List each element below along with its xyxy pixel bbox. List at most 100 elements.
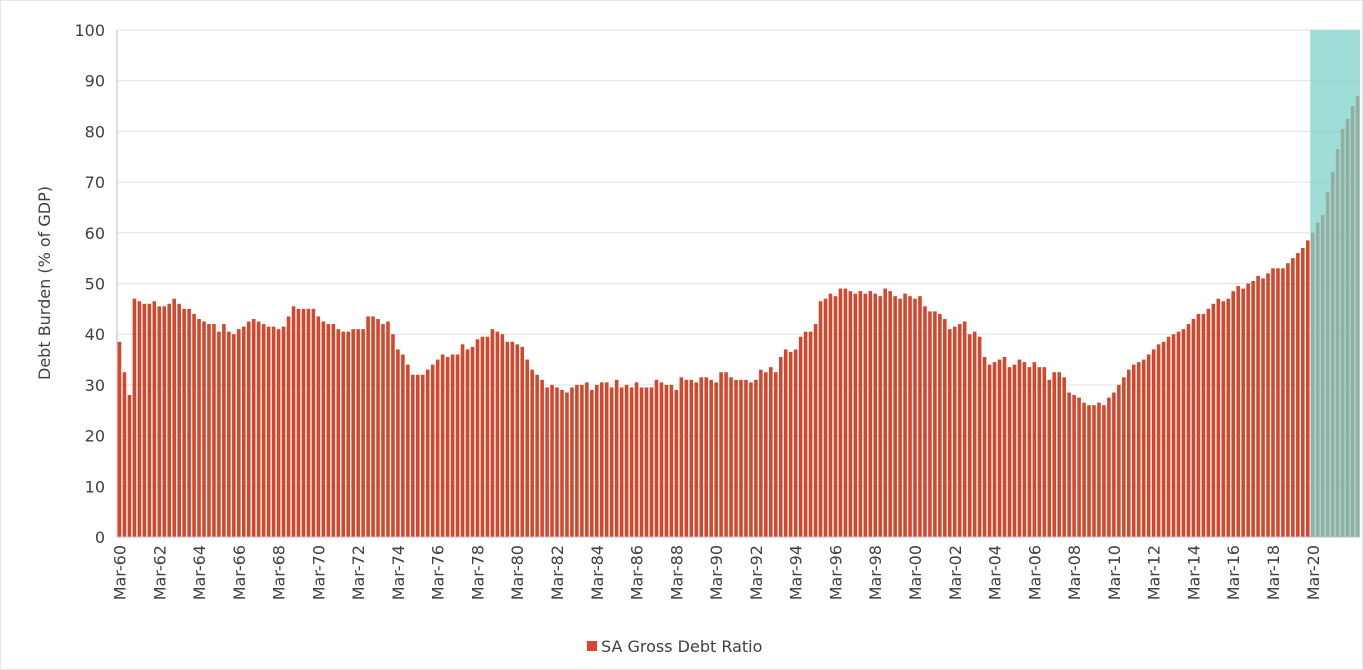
bar <box>485 336 490 537</box>
bar <box>187 308 191 537</box>
bar <box>1201 313 1206 537</box>
x-tick-label: Mar-68 <box>270 545 289 600</box>
x-tick-label: Mar-14 <box>1184 545 1203 600</box>
x-tick-label: Mar-64 <box>190 545 209 600</box>
x-tick-label: Mar-88 <box>667 545 686 600</box>
bar <box>222 324 226 537</box>
bar <box>510 341 515 537</box>
bar <box>1261 278 1265 537</box>
bar <box>868 291 873 537</box>
bar <box>1017 359 1022 537</box>
bar <box>729 377 733 537</box>
bar <box>575 384 579 537</box>
bar <box>430 364 435 537</box>
y-tick-label: 30 <box>85 376 105 395</box>
bar <box>401 354 405 537</box>
bar <box>739 379 743 537</box>
bar <box>306 308 311 537</box>
bar <box>470 346 475 537</box>
bar <box>147 303 152 537</box>
bar <box>381 324 385 537</box>
bar <box>764 372 768 537</box>
bar <box>1231 291 1236 537</box>
bar <box>923 306 927 537</box>
bar <box>157 306 162 537</box>
bar <box>1012 364 1017 537</box>
bar <box>754 379 758 537</box>
bar <box>1092 405 1096 537</box>
highlight-region <box>1310 30 1360 537</box>
bar <box>843 288 848 537</box>
bar <box>629 387 634 537</box>
bar <box>774 372 778 537</box>
bar <box>664 384 669 537</box>
bar <box>972 331 977 537</box>
bar <box>769 367 773 537</box>
bar <box>833 296 838 537</box>
bar <box>938 313 942 537</box>
bar <box>1042 367 1047 537</box>
bar <box>928 311 932 537</box>
bar <box>237 329 241 537</box>
bar <box>803 331 808 537</box>
bar <box>918 296 922 537</box>
bar <box>411 374 415 537</box>
bar <box>192 313 196 537</box>
bar <box>838 288 843 537</box>
bar <box>1117 384 1121 537</box>
bar <box>366 316 370 537</box>
bar <box>709 379 713 537</box>
bar <box>1301 248 1305 537</box>
bar <box>943 318 947 537</box>
bar <box>455 354 460 537</box>
x-tick-label: Mar-80 <box>508 545 527 600</box>
bar <box>550 384 554 537</box>
bar <box>714 382 718 537</box>
y-tick-label: 90 <box>85 72 105 91</box>
bar <box>1246 283 1250 537</box>
bar <box>992 362 997 537</box>
x-tick-label: Mar-06 <box>1025 545 1044 600</box>
bar <box>425 369 430 537</box>
x-tick-label: Mar-86 <box>628 545 647 600</box>
bar <box>435 359 440 537</box>
bar <box>933 311 937 537</box>
y-tick-label: 10 <box>85 477 105 496</box>
x-tick-label: Mar-20 <box>1304 545 1323 600</box>
bar <box>585 382 589 537</box>
bar <box>560 389 564 537</box>
bar <box>987 364 992 537</box>
bar <box>1196 313 1201 537</box>
bar <box>778 357 783 537</box>
bar <box>1156 344 1161 537</box>
bar <box>595 384 599 537</box>
bar <box>480 336 485 537</box>
bar <box>719 372 723 537</box>
x-tick-label: Mar-82 <box>548 545 567 600</box>
bar <box>520 346 525 537</box>
bar <box>848 291 853 537</box>
y-tick-label: 60 <box>85 224 105 243</box>
bar <box>1112 392 1116 537</box>
bar <box>1047 379 1052 537</box>
bar <box>982 357 987 537</box>
bar <box>590 389 594 537</box>
bar <box>346 331 350 537</box>
bar <box>1181 329 1186 537</box>
bar <box>227 331 231 537</box>
bar <box>406 364 410 537</box>
bar <box>734 379 738 537</box>
bar <box>793 349 798 537</box>
bar <box>1122 377 1126 537</box>
bar <box>808 331 813 537</box>
bar <box>873 293 878 537</box>
legend-swatch <box>587 641 597 651</box>
y-tick-label: 50 <box>85 275 105 294</box>
x-tick-label: Mar-60 <box>110 545 129 600</box>
bar <box>331 324 336 537</box>
bar <box>266 326 271 537</box>
x-tick-label: Mar-94 <box>787 545 806 600</box>
y-tick-label: 80 <box>85 122 105 141</box>
bar <box>619 387 624 537</box>
bar <box>545 387 549 537</box>
